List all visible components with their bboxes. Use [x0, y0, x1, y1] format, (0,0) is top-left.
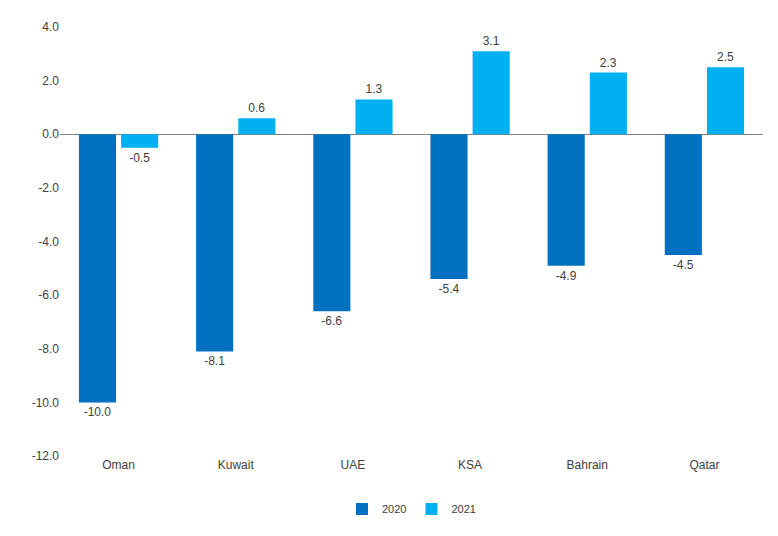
svg-text:-10.0: -10.0	[84, 405, 112, 419]
svg-text:2.3: 2.3	[600, 56, 617, 70]
svg-text:UAE: UAE	[341, 458, 366, 472]
svg-text:-6.6: -6.6	[321, 314, 342, 328]
svg-text:3.1: 3.1	[483, 34, 500, 48]
svg-text:-8.0: -8.0	[38, 342, 59, 356]
svg-text:1.3: 1.3	[366, 82, 383, 96]
svg-text:0.6: 0.6	[248, 101, 265, 115]
svg-text:Oman: Oman	[102, 458, 135, 472]
svg-text:-6.0: -6.0	[38, 288, 59, 302]
svg-text:-4.9: -4.9	[556, 269, 577, 283]
svg-text:-4.5: -4.5	[673, 258, 694, 272]
svg-text:-10.0: -10.0	[32, 396, 60, 410]
svg-text:0.0: 0.0	[42, 127, 59, 141]
svg-text:Bahrain: Bahrain	[567, 458, 608, 472]
svg-text:2021: 2021	[451, 503, 475, 515]
svg-text:-5.4: -5.4	[438, 282, 459, 296]
svg-text:KSA: KSA	[458, 458, 482, 472]
svg-text:-12.0: -12.0	[32, 449, 60, 463]
svg-text:2020: 2020	[382, 503, 406, 515]
svg-text:-8.1: -8.1	[204, 354, 225, 368]
svg-text:2.5: 2.5	[717, 50, 734, 64]
svg-text:-0.5: -0.5	[129, 151, 150, 165]
svg-text:-4.0: -4.0	[38, 235, 59, 249]
svg-text:2.0: 2.0	[42, 74, 59, 88]
svg-text:-2.0: -2.0	[38, 181, 59, 195]
svg-text:Qatar: Qatar	[689, 458, 719, 472]
svg-text:Kuwait: Kuwait	[218, 458, 255, 472]
svg-text:4.0: 4.0	[42, 20, 59, 34]
